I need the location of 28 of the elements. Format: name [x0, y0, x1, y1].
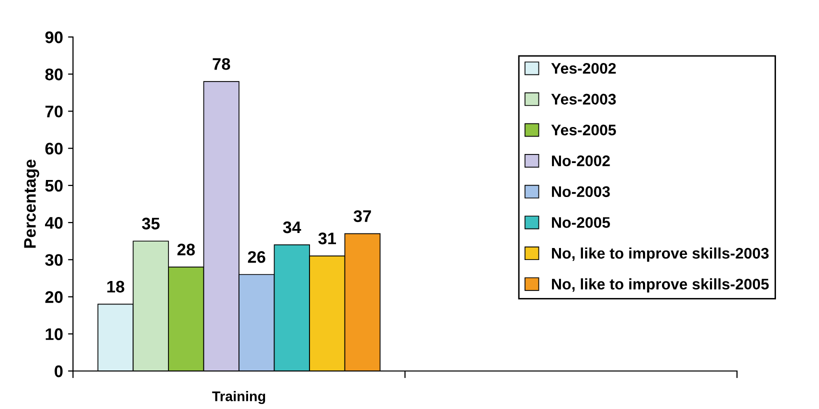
y-tick-label: 30 — [45, 254, 63, 266]
y-tick-label: 10 — [46, 328, 63, 340]
legend-label: No, like to improve skills-2005 — [552, 278, 769, 293]
data-label: 31 — [318, 232, 336, 244]
y-tick-label: 50 — [45, 180, 63, 192]
y-axis-title: Percentage — [24, 160, 40, 248]
legend-label: No-2002 — [552, 155, 610, 166]
data-label: 35 — [142, 218, 160, 230]
data-label: 34 — [283, 221, 302, 234]
legend-label: Yes-2003 — [551, 94, 616, 105]
legend-label: No-2005 — [552, 217, 610, 228]
data-label: 18 — [107, 280, 124, 293]
y-tick-label: 20 — [45, 291, 63, 303]
legend-label: No-2003 — [552, 186, 610, 198]
y-tick-label: 90 — [45, 31, 63, 44]
y-tick-label: 80 — [45, 68, 63, 80]
y-tick-label: 40 — [44, 216, 63, 229]
data-label: 28 — [177, 244, 195, 256]
y-tick-label: 70 — [45, 106, 63, 118]
legend-label: Yes-2005 — [551, 124, 616, 136]
x-tick-label: Training — [212, 391, 266, 404]
y-tick-label: 60 — [45, 142, 63, 155]
legend-label: Yes-2002 — [551, 62, 616, 74]
data-label: 37 — [354, 210, 371, 222]
data-label: 26 — [248, 251, 266, 263]
data-label: 78 — [212, 58, 230, 70]
legend-label: No, like to improve skills-2003 — [552, 247, 769, 262]
y-tick-label: 0 — [54, 365, 63, 378]
